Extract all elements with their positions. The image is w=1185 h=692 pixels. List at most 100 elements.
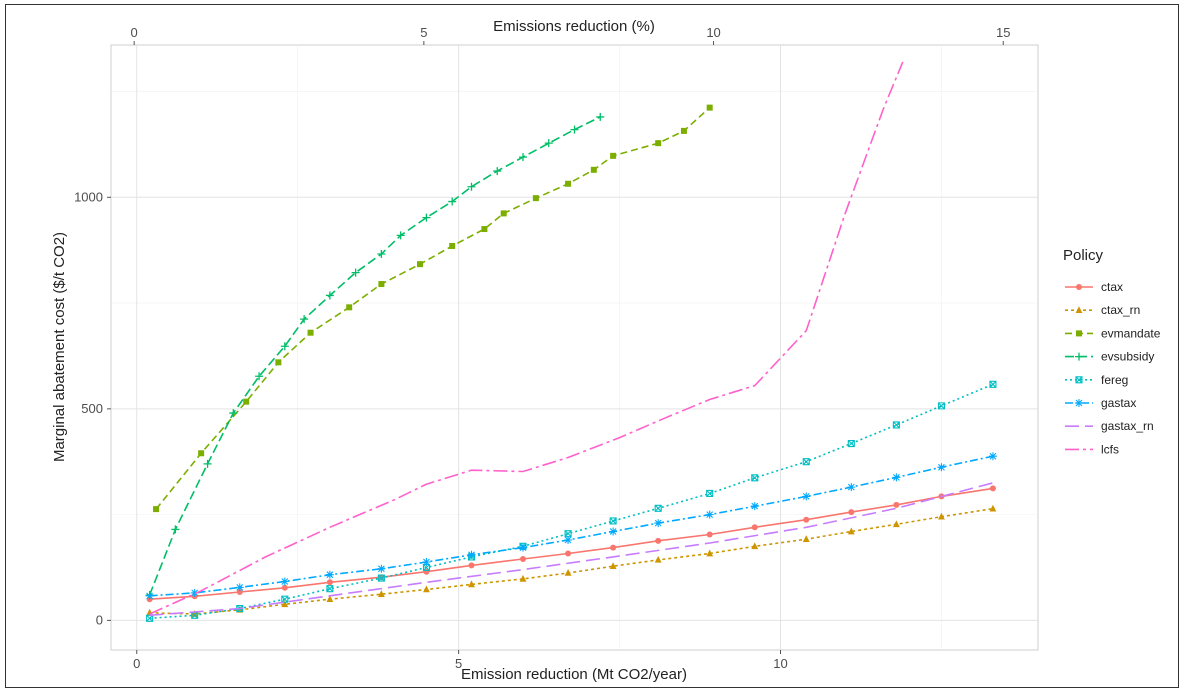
legend-label: fereg [1101,373,1128,387]
data-point-evmandate [378,281,385,288]
data-point-evsubsidy [300,315,309,324]
data-point-evsubsidy [351,268,360,277]
data-point-gastax [467,550,476,559]
data-point-ctax [893,501,900,508]
x2-axis-title: Emissions reduction (%) [493,18,655,35]
legend-label: evmandate [1101,326,1161,340]
data-point-evsubsidy [519,153,527,162]
series-gastax_rn [149,482,994,617]
data-point-fereg [564,530,572,538]
legend-label: ctax_rn [1101,303,1140,317]
data-point-ctax [655,537,662,544]
data-point-evsubsidy [467,182,476,191]
legend-item-lcfs: lcfs [1065,442,1119,456]
data-point-evmandate [449,242,456,249]
data-point-fereg [422,563,430,572]
data-point-gastax [654,519,663,528]
legend-key-marker [1076,330,1082,337]
data-point-gastax [377,564,386,573]
legend-key-marker [1075,376,1083,384]
data-point-evmandate [500,210,507,217]
data-point-evmandate [655,140,662,147]
legend-label: ctax [1101,280,1123,294]
legend-item-evsubsidy: evsubsidy [1065,350,1154,364]
data-point-evsubsidy [171,525,180,534]
data-point-ctax_rn [892,520,900,528]
data-point-ctax_rn [751,542,759,550]
data-point-ctax_rn [519,574,527,582]
data-point-fereg [609,517,617,525]
data-point-ctax_rn [654,555,662,563]
data-point-ctax [326,579,333,586]
legend-item-evmandate: evmandate [1065,326,1161,340]
x2-tick-label: 10 [706,25,720,40]
data-point-ctax_rn [938,512,945,520]
data-point-evmandate [590,166,597,173]
plot-panel [110,44,1039,651]
data-point-fereg [989,380,997,388]
y-tick-label: 1000 [74,189,103,204]
data-point-evsubsidy [544,139,553,148]
x2-tick-label: 0 [131,25,138,40]
data-point-evsubsidy [377,250,386,258]
x-tick-label: 5 [455,656,462,671]
data-point-ctax_rn [326,595,334,603]
data-point-evsubsidy [325,291,334,300]
data-point-ctax [378,574,385,581]
legend-label: gastax [1101,396,1136,410]
data-point-evsubsidy [570,125,579,134]
data-point-ctax [281,584,288,591]
data-point-evsubsidy [493,167,502,176]
data-point-gastax [705,510,714,519]
data-point-fereg [326,585,334,593]
data-point-ctax [565,550,572,557]
chart-svg: 0 5 10 0 5 10 15 0 500 1000 Emission reduction (M… [51,18,1161,683]
legend-key-marker [1075,306,1083,313]
data-point-ctax_rn [609,562,617,570]
data-point-evsubsidy [422,213,431,222]
data-point-gastax [519,543,527,552]
series-lcfs [149,61,904,615]
series-gastax [145,452,997,600]
data-point-fereg [847,439,855,448]
data-point-evmandate [243,398,250,405]
data-point-gastax [937,463,946,472]
data-point-gastax [892,473,901,482]
data-point-evmandate [275,359,282,366]
series-ctax_rn [146,504,997,617]
data-point-ctax [848,509,855,516]
x-tick-label: 10 [773,656,787,671]
legend-key-marker [1075,399,1083,407]
data-point-evsubsidy [396,231,405,240]
data-point-ctax [989,485,996,492]
data-point-fereg [281,595,289,603]
data-point-gastax [422,558,431,566]
data-point-evsubsidy [448,197,457,206]
legend-item-fereg: fereg [1065,373,1128,387]
x-tick-label: 0 [133,656,140,671]
data-point-evsubsidy [596,112,605,121]
data-point-gastax [847,483,856,492]
data-point-evmandate [532,195,539,202]
data-point-evmandate [565,180,572,187]
data-point-evsubsidy [255,372,264,381]
y-tick-label: 500 [81,401,103,416]
data-point-ctax_rn [377,590,385,597]
series-line-evmandate [155,107,711,510]
x2-tick-label: 5 [420,25,427,40]
series-evsubsidy [145,112,605,599]
data-point-ctax_rn [423,585,430,593]
data-point-gastax [325,570,334,579]
data-point-ctax [751,524,758,531]
data-point-fereg [751,474,759,482]
data-point-gastax [145,591,154,600]
data-point-ctax [706,531,713,538]
data-point-evsubsidy [280,342,289,351]
data-point-ctax_rn [706,549,714,557]
legend-item-ctax: ctax [1065,280,1123,294]
y-tick-label: 0 [96,612,103,627]
series-group [145,61,997,622]
data-point-evmandate [346,304,353,311]
series-evmandate [153,104,713,513]
data-point-ctax_rn [564,569,572,576]
